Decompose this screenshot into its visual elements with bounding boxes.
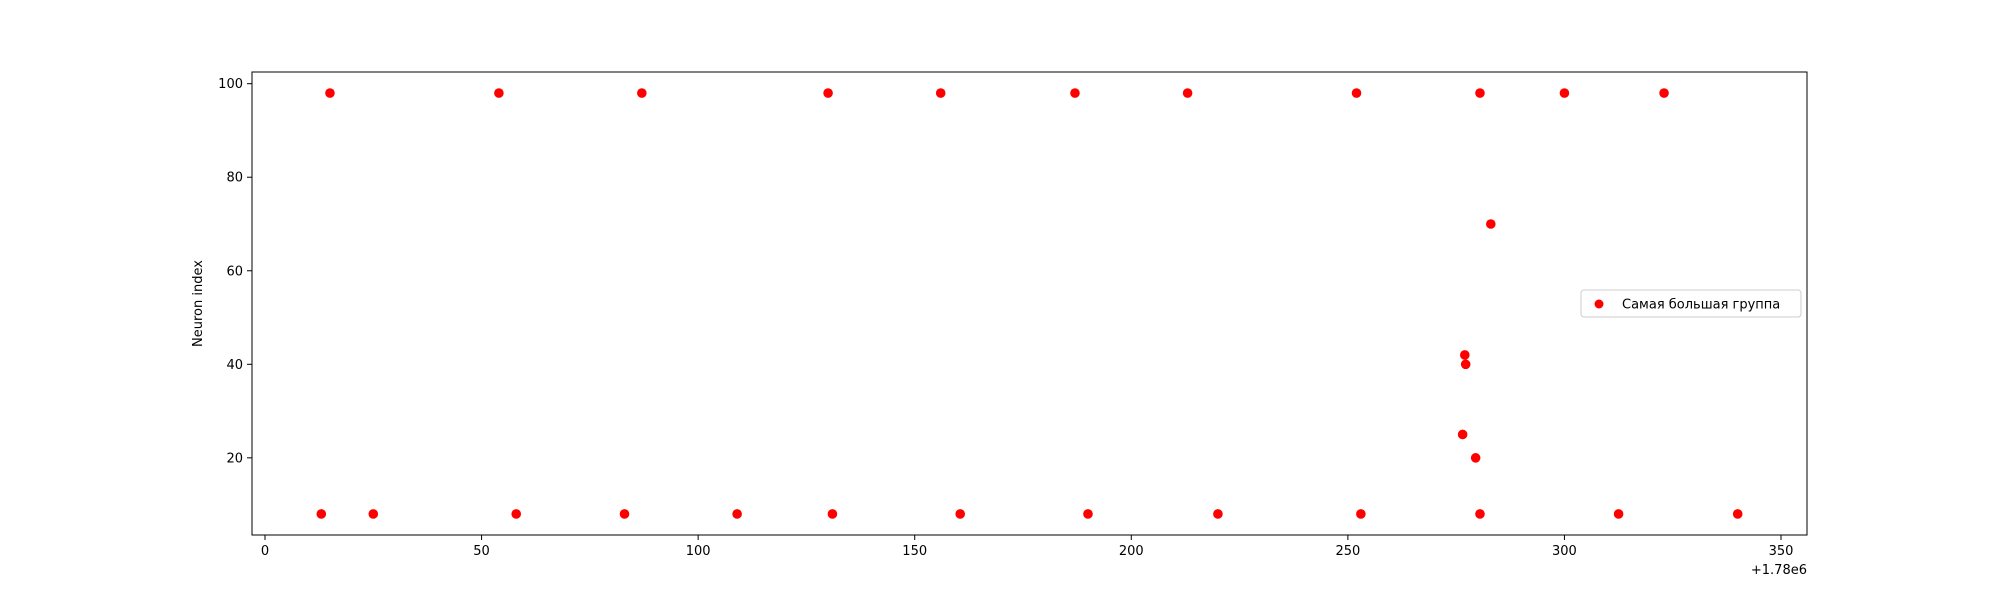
data-point: [935, 88, 946, 98]
x-axis-offset-label: +1.78e6: [1751, 563, 1807, 578]
plot-frame: [251, 71, 1808, 536]
y-tick-label: 40: [226, 358, 243, 373]
data-point: [1083, 509, 1093, 519]
y-tick-label: 80: [226, 171, 243, 186]
data-point: [1613, 509, 1624, 519]
data-point: [1470, 453, 1481, 463]
x-tick-label: 150: [902, 544, 927, 559]
data-point: [511, 509, 522, 519]
data-point: [732, 509, 742, 519]
legend: Самая большая группа: [1580, 289, 1802, 318]
legend-box: [1580, 289, 1802, 318]
y-tick-label: 100: [218, 77, 243, 92]
data-point: [1659, 88, 1669, 98]
data-point: [1356, 509, 1366, 519]
data-point: [1070, 88, 1080, 98]
data-point: [637, 88, 647, 98]
data-point: [827, 509, 838, 519]
data-point: [1182, 88, 1193, 98]
x-tick-label: 300: [1552, 544, 1577, 559]
x-tick-label: 250: [1335, 544, 1360, 559]
data-point: [823, 88, 833, 98]
y-tick-label: 20: [226, 451, 243, 466]
legend-label: Самая большая группа: [1622, 298, 1780, 313]
data-point: [619, 509, 630, 519]
data-point: [316, 509, 327, 519]
data-point: [1457, 429, 1468, 440]
legend-marker: [1594, 299, 1604, 309]
data-point: [368, 509, 379, 519]
x-tick-label: 50: [473, 544, 490, 559]
data-point: [325, 88, 335, 98]
x-tick-label: 100: [686, 544, 711, 559]
x-tick-label: 350: [1769, 544, 1794, 559]
data-point: [1559, 88, 1570, 98]
data-point: [955, 509, 965, 519]
data-point: [1475, 88, 1485, 98]
y-tick-label: 60: [226, 264, 243, 279]
y-axis-label: Neuron index: [191, 260, 206, 347]
data-points: [316, 88, 1743, 519]
data-point: [1486, 219, 1496, 229]
axis-ticks: 0 50 100 150 200 250 300 350 20 40 60 80 100: [218, 77, 1793, 559]
data-point: [1213, 509, 1223, 519]
x-tick-label: 200: [1119, 544, 1144, 559]
data-point: [1475, 509, 1485, 519]
data-point: [1732, 509, 1743, 519]
data-point: [494, 88, 504, 98]
x-tick-label: 0: [261, 544, 269, 559]
data-point: [1460, 350, 1470, 360]
data-point: [1351, 88, 1362, 98]
data-point: [1460, 359, 1471, 370]
